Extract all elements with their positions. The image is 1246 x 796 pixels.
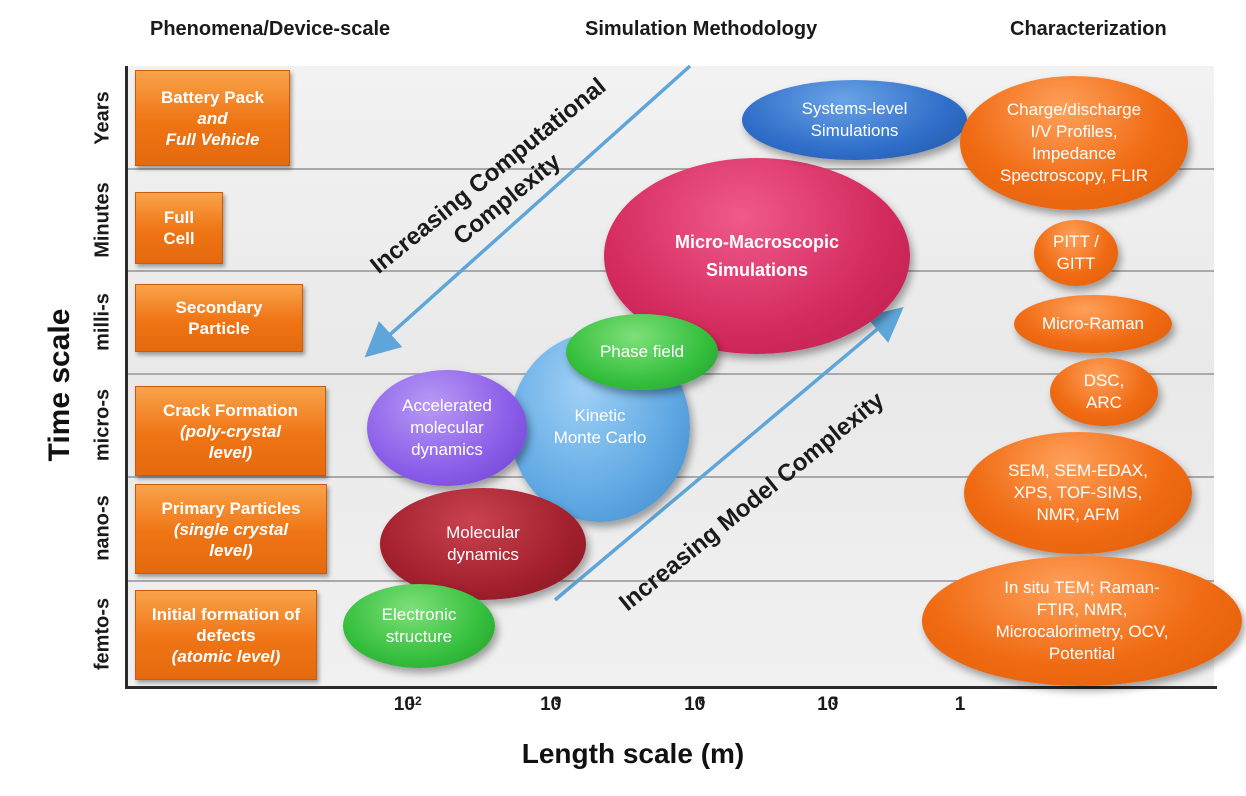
char-line: Microcalorimetry, OCV,	[995, 622, 1169, 641]
method-line: Micro-Macroscopic	[674, 232, 840, 252]
char-line: Charge/discharge	[1006, 100, 1142, 119]
char-pitt-gitt: PITT / GITT	[1034, 220, 1118, 286]
phenomena-line: Crack Formation	[162, 400, 299, 420]
char-line: Impedance	[1031, 144, 1117, 163]
char-micro-raman: Micro-Raman	[1014, 295, 1172, 353]
char-line: GITT	[1056, 254, 1096, 273]
phenomena-line: Full Vehicle	[165, 129, 260, 149]
y-axis-line	[125, 66, 128, 689]
phenomena-line: Secondary	[175, 298, 263, 317]
method-line: Kinetic	[574, 406, 626, 425]
phenomena-line: Primary Particles	[161, 498, 301, 518]
phenomena-full-cell: Full Cell	[135, 192, 223, 264]
char-line: XPS, TOF-SIMS,	[1013, 483, 1143, 502]
phenomena-line: and	[197, 108, 228, 128]
method-systems-level: Systems-level Simulations	[742, 80, 967, 160]
phenomena-line: Particle	[188, 319, 250, 338]
method-line: Molecular	[446, 523, 520, 542]
method-line: Monte Carlo	[553, 428, 647, 447]
x-axis-title: Length scale (m)	[521, 738, 745, 769]
char-line: ARC	[1086, 393, 1122, 412]
char-dsc-arc: DSC, ARC	[1050, 358, 1158, 426]
char-line: Potential	[1048, 644, 1116, 663]
model-complexity-arrow	[553, 306, 904, 602]
method-line: structure	[385, 627, 453, 646]
char-line: FTIR, NMR,	[1036, 600, 1128, 619]
method-line: Phase field	[599, 342, 685, 361]
method-line: Simulations	[810, 121, 899, 140]
method-accelerated-md: Accelerated molecular dynamics	[367, 370, 527, 486]
phenomena-line: Cell	[163, 229, 195, 248]
method-line: Electronic	[381, 605, 457, 624]
phenomena-line: Initial formation of	[151, 604, 301, 624]
phenomena-crack-formation: Crack Formation (poly-crystal level)	[135, 386, 326, 476]
row-divider	[127, 580, 1214, 582]
method-molecular-dynamics: Molecular dynamics	[380, 488, 586, 600]
char-line: In situ TEM; Raman-	[1004, 578, 1160, 597]
phenomena-line: level)	[208, 442, 253, 462]
phenomena-line: defects	[196, 625, 256, 645]
char-line: DSC,	[1083, 371, 1125, 390]
phenomena-line: (atomic level)	[171, 646, 281, 666]
method-line: molecular	[410, 418, 484, 437]
char-line: PITT /	[1053, 232, 1099, 251]
phenomena-line: Battery Pack	[160, 87, 264, 107]
method-line: dynamics	[411, 440, 483, 459]
method-phase-field: Phase field	[566, 314, 718, 390]
phenomena-initial-defects: Initial formation of defects (atomic lev…	[135, 590, 317, 680]
char-line: NMR, AFM	[1036, 505, 1120, 524]
char-line: I/V Profiles,	[1030, 122, 1118, 141]
phenomena-battery-pack: Battery Pack and Full Vehicle	[135, 70, 290, 166]
method-electronic-structure: Electronic structure	[343, 584, 495, 668]
row-divider	[127, 168, 1214, 170]
char-line: Spectroscopy, FLIR	[999, 166, 1149, 185]
header-phenomena: Phenomena/Device-scale	[150, 18, 391, 40]
char-charge-discharge: Charge/discharge I/V Profiles, Impedance…	[960, 76, 1188, 210]
phenomena-line: Full	[163, 208, 195, 227]
method-line: Accelerated	[402, 396, 492, 415]
phenomena-line: (single crystal	[173, 519, 289, 539]
char-line: Micro-Raman	[1041, 314, 1145, 333]
method-line: Simulations	[705, 260, 808, 280]
x-axis-line	[127, 686, 1217, 689]
char-line: SEM, SEM-EDAX,	[1008, 461, 1148, 480]
char-in-situ-tem: In situ TEM; Raman- FTIR, NMR, Microcalo…	[922, 556, 1242, 686]
computational-complexity-arrow	[364, 64, 692, 358]
method-line: dynamics	[447, 545, 519, 564]
phenomena-line: level)	[209, 540, 253, 560]
char-sem-xps-nmr: SEM, SEM-EDAX, XPS, TOF-SIMS, NMR, AFM	[964, 432, 1192, 554]
method-line: Systems-level	[801, 99, 908, 118]
header-characterization: Characterization	[1010, 18, 1167, 40]
header-methodology: Simulation Methodology	[585, 18, 818, 40]
phenomena-line: (poly-crystal	[179, 421, 282, 441]
phenomena-secondary-particle: Secondary Particle	[135, 284, 303, 352]
phenomena-primary-particles: Primary Particles (single crystal level)	[135, 484, 327, 574]
